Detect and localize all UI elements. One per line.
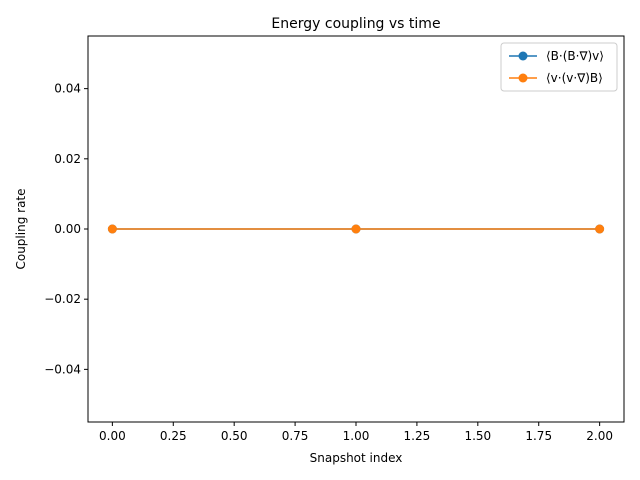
y-tick-label: 0.04 — [54, 82, 81, 96]
y-tick-label: −0.04 — [44, 362, 81, 376]
x-tick-label: 1.50 — [464, 429, 491, 443]
y-tick-label: 0.02 — [54, 152, 81, 166]
legend-label: ⟨B·(B·∇)v⟩ — [546, 49, 604, 63]
y-tick-label: 0.00 — [54, 222, 81, 236]
legend-marker — [518, 51, 528, 61]
x-tick-label: 2.00 — [586, 429, 613, 443]
x-tick-label: 1.00 — [343, 429, 370, 443]
data-point — [595, 224, 605, 234]
y-tick-label: −0.02 — [44, 292, 81, 306]
x-tick-label: 0.75 — [282, 429, 309, 443]
x-axis-label: Snapshot index — [310, 451, 403, 465]
x-tick-label: 1.25 — [404, 429, 431, 443]
legend-label: ⟨v·(v·∇)B⟩ — [546, 71, 603, 85]
legend: ⟨B·(B·∇)v⟩ ⟨v·(v·∇)B⟩ — [500, 42, 618, 92]
data-point — [351, 224, 361, 234]
chart-title: Energy coupling vs time — [271, 16, 440, 32]
y-axis-label: Coupling rate — [14, 188, 28, 269]
x-tick-label: 1.75 — [525, 429, 552, 443]
legend-box — [500, 42, 618, 92]
data-point — [107, 224, 117, 234]
x-tick-label: 0.00 — [99, 429, 126, 443]
x-tick-label: 0.25 — [160, 429, 187, 443]
legend-marker — [518, 73, 528, 83]
plot-layer — [107, 224, 605, 234]
x-tick-label: 0.50 — [221, 429, 248, 443]
ticks-layer: 0.00 0.25 0.50 0.75 1.00 1.25 1.50 1.75 2.00 −0.0… — [44, 82, 613, 443]
